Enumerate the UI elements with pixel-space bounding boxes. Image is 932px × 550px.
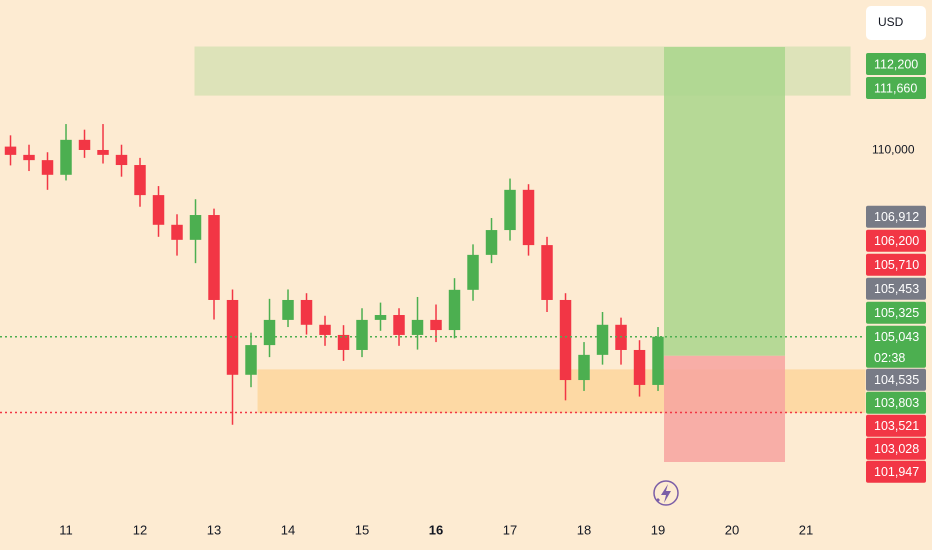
price-label: 112,200 <box>874 57 918 71</box>
currency-button[interactable]: USD <box>866 6 926 40</box>
candle-body <box>633 349 646 385</box>
candle-body <box>522 189 535 246</box>
price-label-bg <box>866 205 926 228</box>
x-tick-label: 12 <box>133 522 147 537</box>
candle-body <box>171 224 183 240</box>
price-label: 111,660 <box>874 81 917 95</box>
x-tick-label: 17 <box>503 522 517 537</box>
candle-body <box>208 215 220 300</box>
candle-body <box>263 319 276 346</box>
price-label-bg <box>866 368 926 391</box>
x-tick-label: 13 <box>207 522 221 537</box>
candle-body <box>559 299 572 381</box>
candle-body <box>300 299 313 325</box>
x-tick-label: 21 <box>799 522 813 537</box>
candle-body <box>78 139 91 150</box>
price-label-bg <box>866 301 926 324</box>
price-label: 105,453 <box>874 282 919 296</box>
candle-body <box>467 254 479 290</box>
stop-area <box>664 355 786 462</box>
target-area <box>664 46 786 356</box>
candle-body <box>97 149 109 155</box>
candle-body <box>578 354 590 381</box>
currency-button-bg <box>866 6 926 40</box>
candle-body <box>23 154 35 161</box>
price-label: 105,710 <box>874 258 919 272</box>
x-tick-label: 15 <box>355 522 369 537</box>
candle-body <box>41 160 54 175</box>
countdown: 02:38 <box>874 351 905 365</box>
candle-body <box>152 195 165 225</box>
candle-body <box>134 165 146 196</box>
candle-body <box>282 299 294 320</box>
candle-body <box>652 336 664 385</box>
price-label-bg <box>866 414 926 437</box>
price-label-bg <box>866 325 926 368</box>
icon-bolt <box>661 484 671 503</box>
icon-spark <box>656 498 660 502</box>
price-label-bg <box>866 229 926 252</box>
x-tick-label: 20 <box>725 522 739 537</box>
x-tick-label: 11 <box>59 522 73 537</box>
candle-body <box>411 319 424 335</box>
price-label: 103,028 <box>874 442 919 456</box>
price-lines <box>0 335 865 414</box>
candle-body <box>504 189 516 231</box>
candle-body <box>356 319 368 350</box>
price-label-bg <box>866 76 926 99</box>
lightning-icon[interactable] <box>653 480 679 506</box>
price-label: 101,947 <box>874 465 919 479</box>
candle-body <box>189 215 202 240</box>
time-axis: 11 12 13 14 15 16 17 18 19 20 21 <box>59 522 813 537</box>
candle-body <box>393 315 405 335</box>
candle-body <box>226 299 239 375</box>
currency-label[interactable]: USD <box>878 15 904 29</box>
price-label: 105,325 <box>874 306 919 320</box>
candle-body <box>337 334 350 350</box>
price-label: 105,043 <box>874 330 919 344</box>
candle-body <box>430 319 442 331</box>
candle-body <box>485 230 498 255</box>
price-label: 106,912 <box>874 210 919 224</box>
candle-body <box>4 146 17 155</box>
candle-body <box>60 139 72 175</box>
x-tick-label: 16 <box>429 522 443 537</box>
price-label: 103,521 <box>874 419 919 433</box>
price-label: 103,803 <box>874 396 919 410</box>
candle-body <box>374 315 387 320</box>
price-label-bg <box>866 253 926 276</box>
candle-body <box>541 245 553 300</box>
candle-body <box>319 324 331 335</box>
y-tick-label: 110,000 <box>872 143 915 157</box>
x-tick-label: 14 <box>281 522 295 537</box>
price-label: 106,200 <box>874 234 919 248</box>
price-label: 104,535 <box>874 373 919 387</box>
price-label-bg <box>866 437 926 460</box>
x-tick-label: 18 <box>577 522 591 537</box>
price-label-bg <box>866 52 926 75</box>
position-tool <box>664 46 786 462</box>
price-axis: 110,000 112,200 111,660 106,912 106,200 105,7… <box>866 52 926 483</box>
price-label-bg <box>866 277 926 300</box>
candle-body <box>596 324 609 355</box>
candles <box>4 124 664 425</box>
candle-body <box>115 154 128 166</box>
x-tick-label: 19 <box>651 522 665 537</box>
candle-body <box>448 289 461 331</box>
candle-body <box>245 345 257 375</box>
price-label-bg <box>866 460 926 483</box>
price-label-bg <box>866 391 926 414</box>
